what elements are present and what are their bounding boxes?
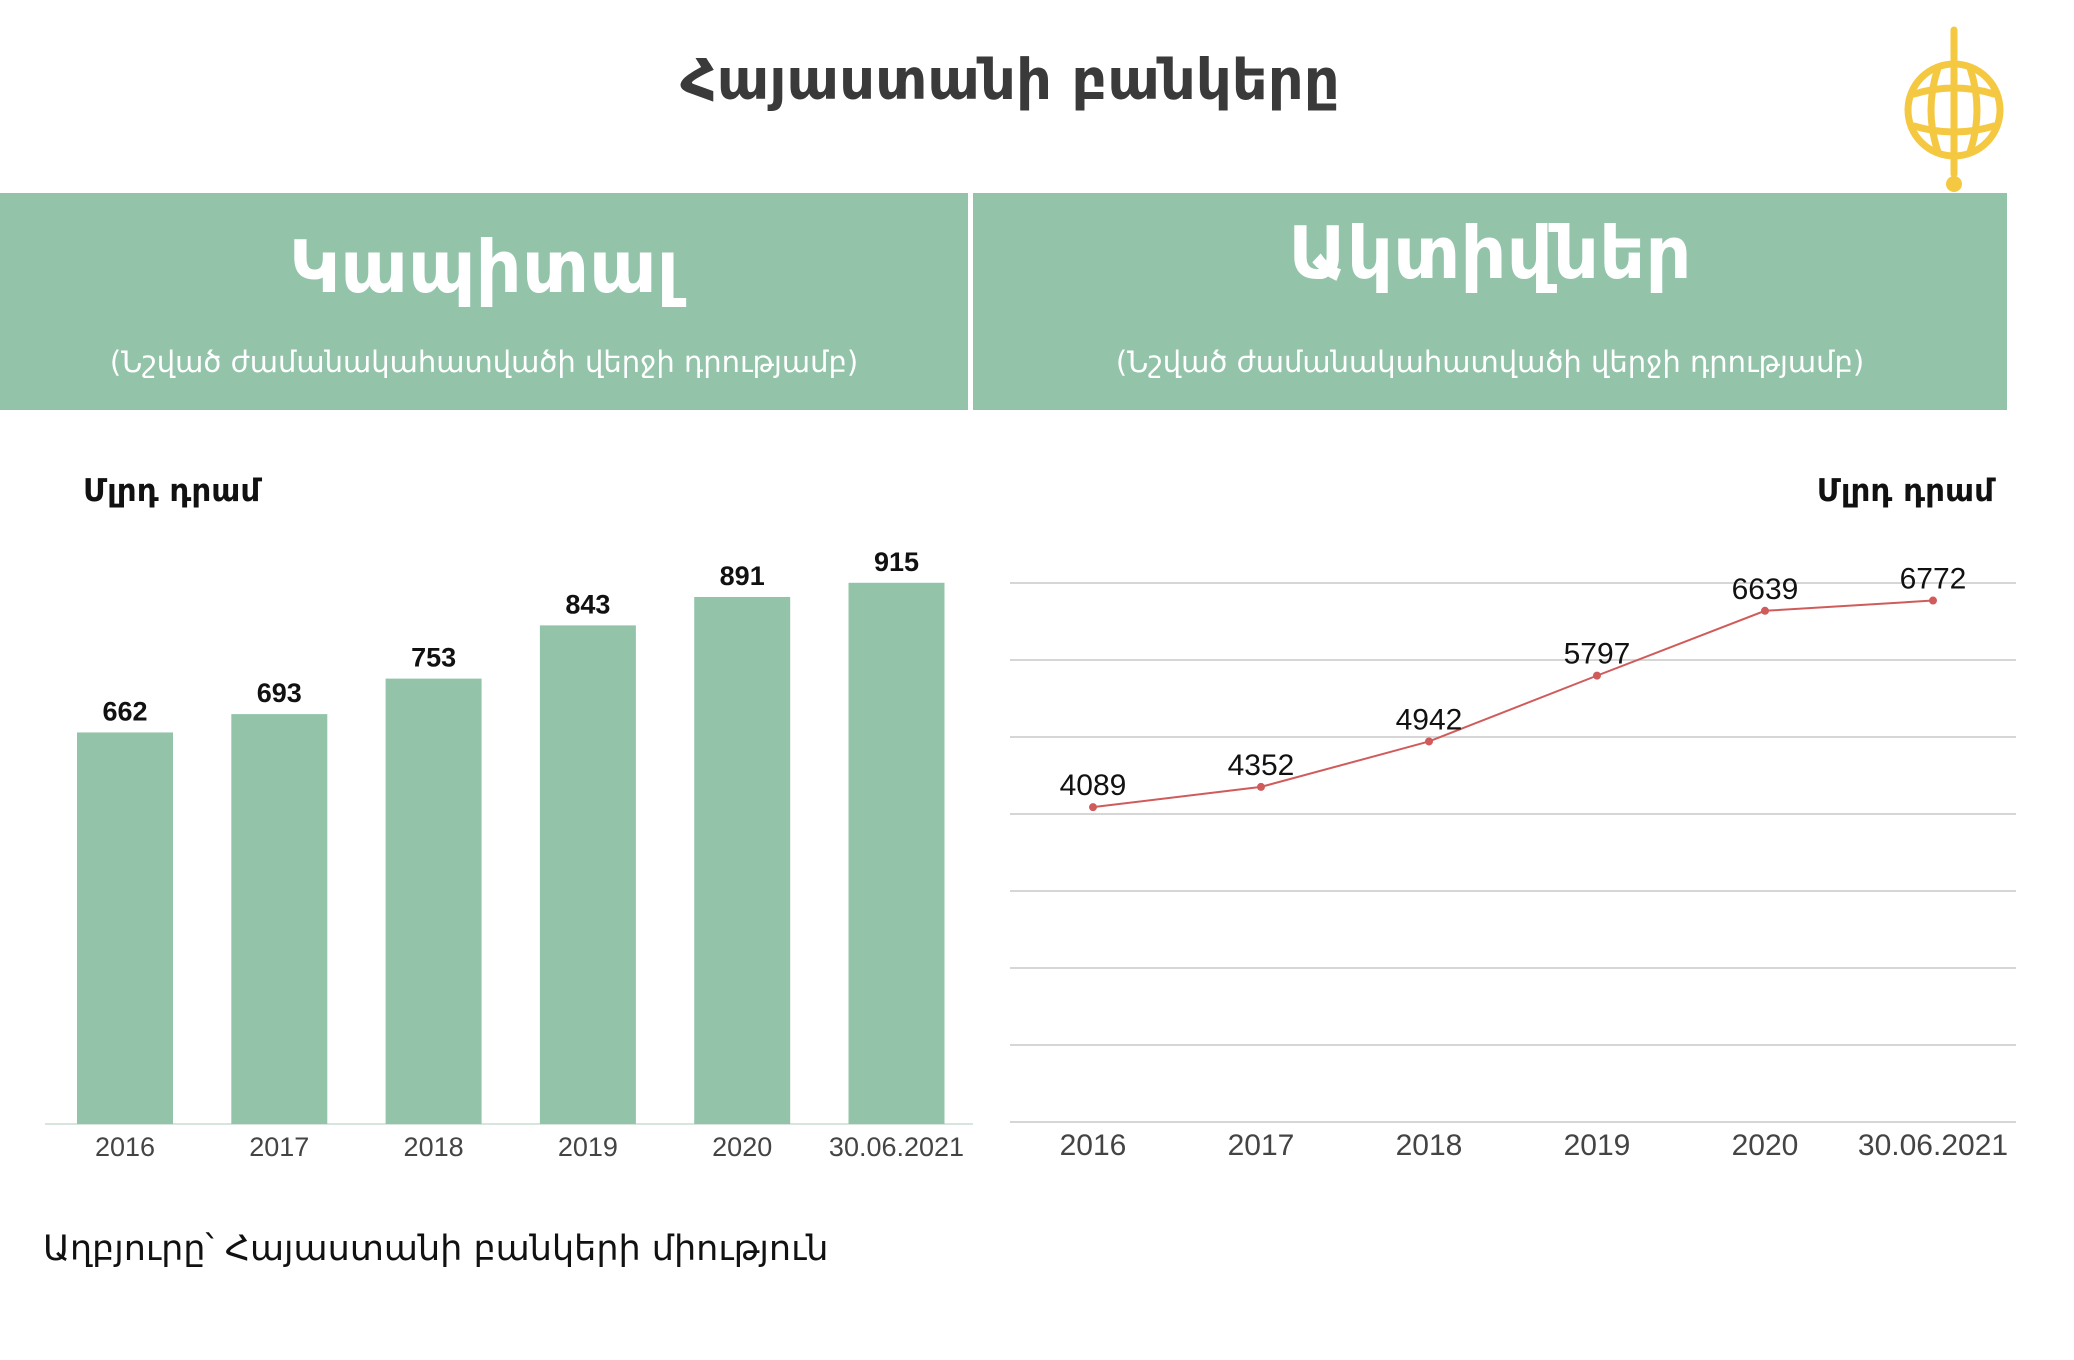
assets-value-label: 5797 xyxy=(1564,638,1631,671)
capital-bar xyxy=(77,732,173,1124)
assets-data-point xyxy=(1929,596,1937,605)
capital-value-label: 753 xyxy=(411,643,456,673)
capital-bar xyxy=(539,625,636,1124)
capital-x-tick-label: 2019 xyxy=(558,1132,618,1162)
assets-data-point xyxy=(1257,782,1265,791)
capital-subtitle: (Նշված ժամանակահատվածի վերջի դրությամբ) xyxy=(109,345,859,379)
assets-series-line xyxy=(1092,599,1934,809)
capital-x-tick-label: 2016 xyxy=(95,1132,155,1162)
capital-bar xyxy=(385,678,482,1124)
assets-x-tick-label: 30.06.2021 xyxy=(1858,1129,2008,1162)
assets-data-point xyxy=(1089,803,1097,812)
source-note: Աղբյուրը՝ Հայաստանի բանկերի միություն xyxy=(43,1229,829,1269)
assets-unit-label: Մլրդ դրամ xyxy=(1816,473,1994,509)
capital-x-tick-label: 2020 xyxy=(712,1132,772,1162)
capital-value-label: 891 xyxy=(720,561,765,591)
assets-x-tick-label: 2018 xyxy=(1396,1129,1463,1162)
assets-value-label: 4352 xyxy=(1228,749,1295,782)
assets-value-label: 6772 xyxy=(1900,563,1967,596)
assets-value-label: 4089 xyxy=(1060,769,1127,802)
capital-x-tick-label: 2017 xyxy=(249,1132,309,1162)
capital-bar xyxy=(848,582,945,1124)
capital-value-label: 693 xyxy=(257,678,302,708)
capital-bar xyxy=(694,596,791,1124)
assets-x-tick-label: 2016 xyxy=(1060,1129,1127,1162)
logo-icon xyxy=(1904,26,2004,192)
assets-x-tick-label: 2020 xyxy=(1732,1129,1799,1162)
assets-x-tick-label: 2019 xyxy=(1564,1129,1631,1162)
assets-title: Ակտիվներ xyxy=(1288,211,1692,295)
capital-header-panel: Կապիտալ (Նշված ժամանակահատվածի վերջի դրո… xyxy=(0,193,968,410)
capital-unit-label: Մլրդ դրամ xyxy=(83,473,261,509)
assets-x-tick-label: 2017 xyxy=(1228,1129,1295,1162)
page-title: Հայաստանի բանկերը xyxy=(680,48,1340,113)
capital-title: Կապիտալ xyxy=(289,225,679,309)
assets-value-label: 6639 xyxy=(1732,573,1799,606)
assets-value-label: 4942 xyxy=(1396,703,1463,736)
capital-value-label: 662 xyxy=(102,696,147,726)
assets-subtitle: (Նշված ժամանակահատվածի վերջի դրությամբ) xyxy=(1115,345,1865,379)
capital-value-label: 843 xyxy=(565,589,610,619)
capital-x-tick-label: 2018 xyxy=(404,1132,464,1162)
capital-value-label: 915 xyxy=(874,547,919,577)
capital-bar xyxy=(231,714,328,1124)
assets-data-point xyxy=(1593,671,1601,680)
assets-data-point xyxy=(1761,606,1769,615)
assets-header-panel: Ակտիվներ (Նշված ժամանակահատվածի վերջի դր… xyxy=(973,193,2007,410)
capital-x-tick-label: 30.06.2021 xyxy=(829,1132,964,1162)
assets-data-point xyxy=(1425,737,1433,746)
